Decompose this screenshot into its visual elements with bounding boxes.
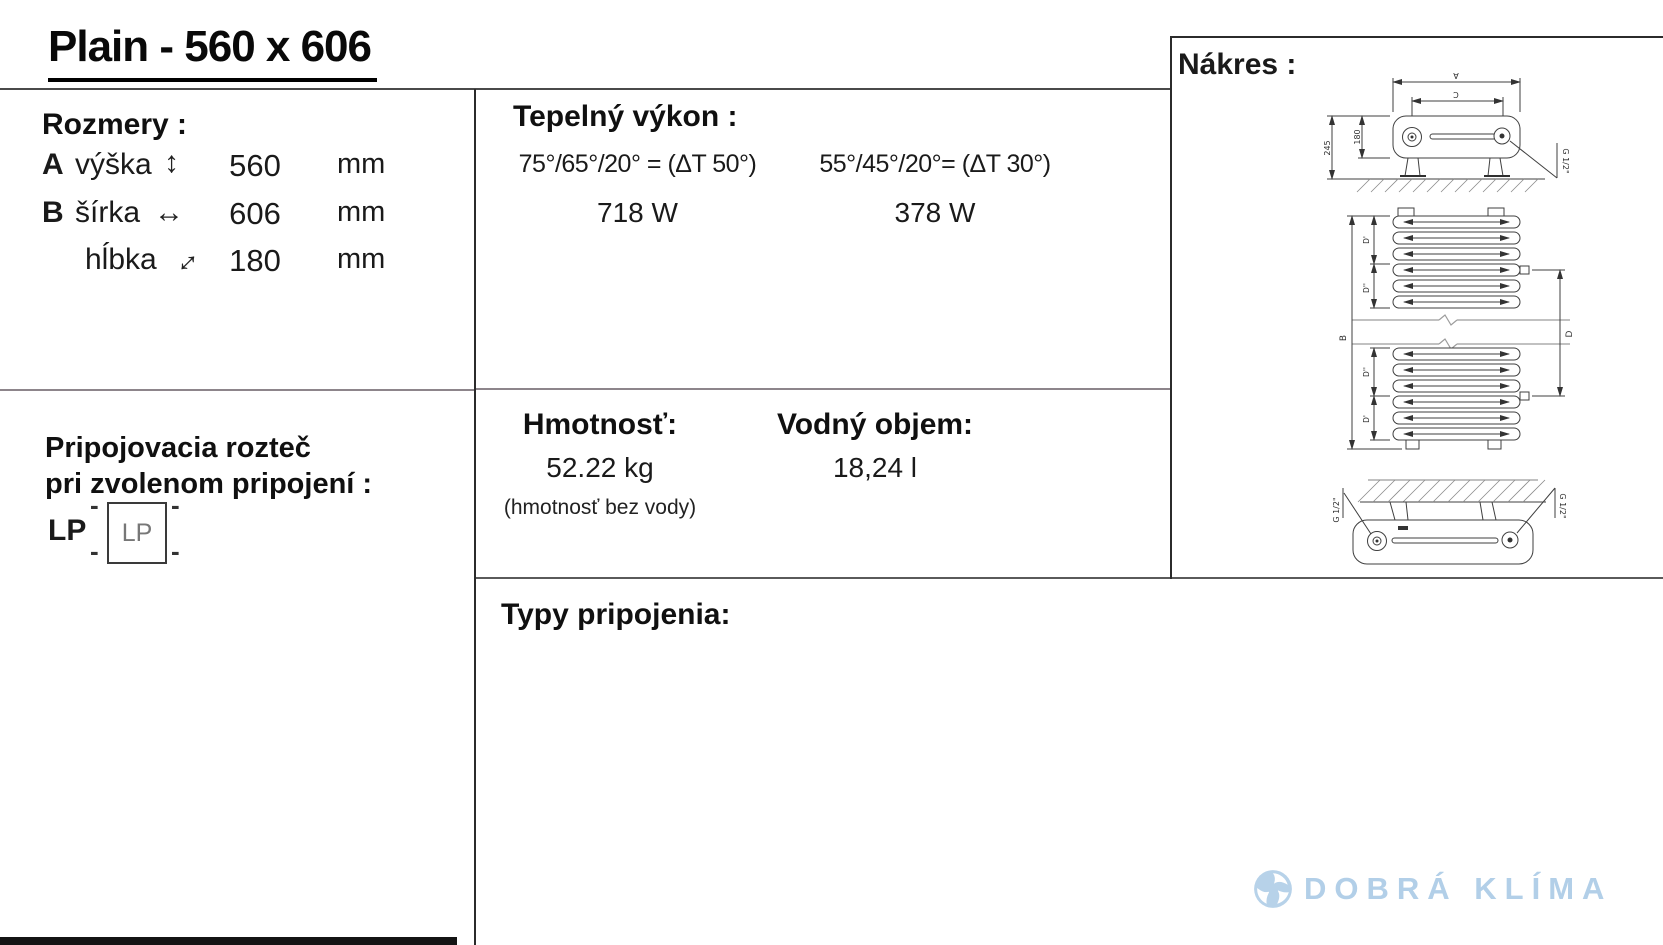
connection-port-mark: - — [90, 536, 99, 566]
drawing-heading: Nákres : — [1178, 48, 1297, 81]
arrow-diagonal-icon: ↔ — [162, 237, 207, 282]
dimension-label: hĺbka — [85, 243, 157, 276]
dimension-label: výška — [75, 148, 152, 181]
dim-label-thread-right: G 1/2" — [1558, 493, 1567, 518]
dim-label-width-outer: A — [1453, 71, 1459, 80]
drawing-front-view: B D' D'' D'' D' D — [1339, 207, 1575, 450]
dim-label-thread-left: G 1/2" — [1332, 497, 1341, 522]
header-divider — [0, 88, 1172, 90]
dimension-value: 606 — [229, 196, 281, 231]
dim-label-pitch-d1: D' — [1362, 236, 1371, 244]
dimension-value: 180 — [229, 243, 281, 278]
dimension-value: 560 — [229, 148, 281, 183]
thermal-column-dt50: 75°/65°/20° = (ΔT 50°) 718 W — [490, 150, 785, 229]
connection-pitch-heading-line2: pri zvolenom pripojení : — [45, 468, 373, 500]
arrow-horizontal-icon: ↔ — [154, 196, 184, 229]
left-section-divider — [0, 389, 474, 391]
dim-label-height-total: B — [1339, 335, 1349, 341]
water-volume-block: Vodný objem: 18,24 l — [750, 408, 1000, 484]
arrow-vertical-icon: ↕ — [164, 146, 179, 179]
dim-label-pitch-d2: D'' — [1362, 283, 1371, 293]
connection-port-mark: - — [171, 490, 180, 520]
rozmery-heading: Rozmery : — [42, 108, 188, 141]
bottom-section-divider — [476, 577, 1663, 579]
weight-block: Hmotnosť: 52.22 kg (hmotnosť bez vody) — [475, 408, 725, 520]
dim-label-thread-top: G 1/2" — [1561, 148, 1570, 173]
thermal-formula: 55°/45°/20°= (ΔT 30°) — [819, 150, 1051, 178]
dim-label-width-inner: C — [1453, 90, 1459, 99]
thermal-formula: 75°/65°/20° = (ΔT 50°) — [518, 150, 757, 178]
brand-logo: DOBRÁ KLÍMA — [1252, 868, 1612, 910]
connection-types-heading: Typy pripojenia: — [501, 598, 731, 631]
dimension-unit: mm — [337, 243, 386, 275]
dim-label-depth-body: 180 — [1353, 129, 1362, 144]
dim-label-pitch-outer: D — [1565, 330, 1575, 337]
dimension-unit: mm — [337, 196, 386, 228]
dimension-label: šírka — [75, 196, 141, 229]
drawing-panel — [1170, 36, 1663, 579]
weight-note: (hmotnosť bez vody) — [503, 496, 697, 519]
logo-text: DOBRÁ KLÍMA — [1304, 871, 1613, 906]
bottom-edge-bar — [0, 937, 457, 945]
connection-box-label: LP — [121, 518, 153, 547]
weight-heading: Hmotnosť: — [522, 408, 678, 441]
connection-port-mark: - — [171, 536, 180, 566]
thermal-power-value: 718 W — [597, 197, 678, 228]
dim-label-pitch-d2: D'' — [1362, 367, 1371, 377]
page-title: Plain - 560 x 606 — [48, 22, 377, 82]
dimension-key: B — [42, 196, 64, 229]
technical-drawing: A C 245 180 G 1/2" — [1323, 71, 1575, 565]
thermal-power-value: 378 W — [894, 197, 976, 228]
connection-diagram-box: LP — [107, 502, 167, 564]
connection-pitch-heading-line1: Pripojovacia rozteč — [45, 432, 311, 464]
column-divider — [474, 89, 476, 945]
dim-label-depth-total: 245 — [1323, 140, 1332, 155]
connection-port-mark: - — [90, 490, 99, 520]
dim-label-pitch-d1: D' — [1362, 415, 1371, 423]
water-volume-value: 18,24 l — [832, 452, 918, 483]
connection-code: LP — [48, 514, 87, 547]
thermal-output-heading: Tepelný výkon : — [513, 100, 738, 133]
dimension-unit: mm — [337, 148, 386, 180]
dimension-key: A — [42, 148, 64, 181]
weight-value: 52.22 kg — [546, 452, 654, 483]
drawing-bottom-view: G 1/2" G 1/2" — [1332, 479, 1567, 565]
mid-section-divider — [476, 388, 1170, 390]
connection-pitch-heading: Pripojovacia rozteč pri zvolenom pripoje… — [45, 430, 372, 502]
thermal-column-dt30: 55°/45°/20°= (ΔT 30°) 378 W — [790, 150, 1080, 229]
water-volume-heading: Vodný objem: — [776, 408, 974, 441]
drawing-top-view: A C 245 180 G 1/2" — [1323, 71, 1570, 193]
logo-swirl-icon — [1254, 870, 1292, 908]
